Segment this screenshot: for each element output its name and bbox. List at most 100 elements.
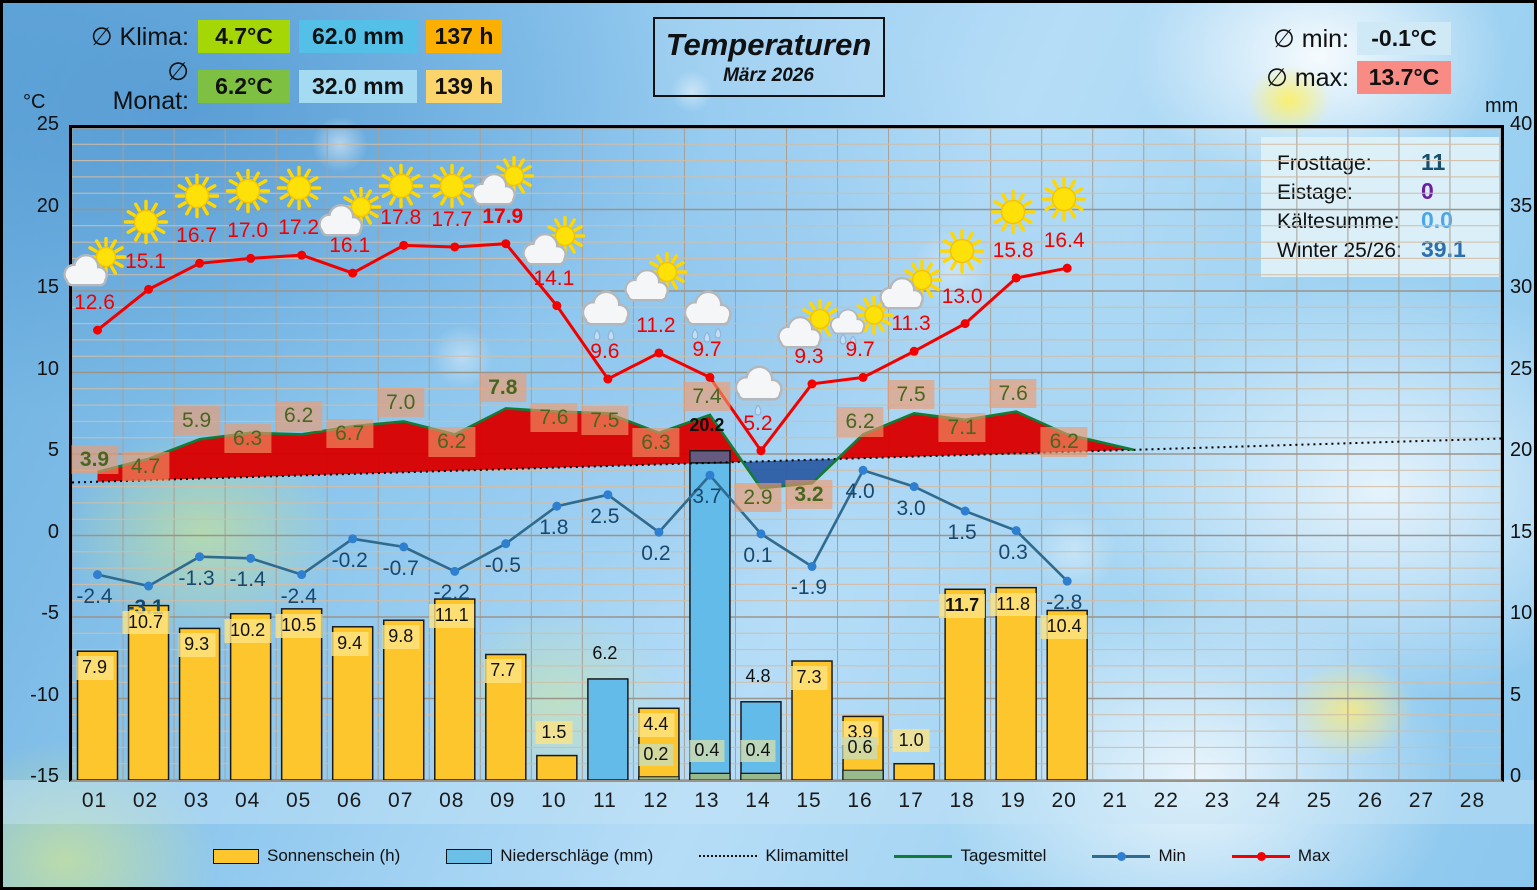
min-point xyxy=(501,539,511,549)
left-axis-unit: °C xyxy=(23,91,46,113)
sunshine-bar-day-01 xyxy=(76,650,119,780)
min-point xyxy=(603,490,613,500)
min-point xyxy=(1011,526,1021,536)
max-point xyxy=(807,379,817,389)
min-point xyxy=(960,506,970,516)
monat-sun-value: 139 h xyxy=(426,70,502,103)
chart-canvas xyxy=(72,128,1501,780)
avg-min-label: ∅ min: xyxy=(1273,24,1349,53)
min-point xyxy=(705,470,715,480)
plot-area xyxy=(69,125,1504,782)
overlap-strip-day-16 xyxy=(842,769,884,780)
min-point xyxy=(297,570,307,580)
min-line-group xyxy=(93,465,1072,591)
max-point xyxy=(297,250,307,260)
sunshine-bar-day-02 xyxy=(127,604,170,780)
max-point xyxy=(756,446,766,456)
max-point xyxy=(450,242,460,252)
min-line xyxy=(97,468,1069,588)
eistage-value: 0 xyxy=(1421,178,1434,204)
info-row-eistage: Eistage: 0 xyxy=(1277,178,1483,207)
right-axis-unit: mm xyxy=(1485,95,1519,117)
max-point xyxy=(858,372,868,382)
page-title: Temperaturen xyxy=(665,27,872,62)
precipitation-swatch-icon xyxy=(446,848,493,864)
min-point xyxy=(909,482,919,492)
legend-item-tagesmittel: Tagesmittel xyxy=(894,846,1046,866)
legend-label: Tagesmittel xyxy=(960,846,1047,865)
left-tick-10: 10 xyxy=(36,357,59,380)
legend-item-min: Min xyxy=(1092,846,1186,866)
klimamittel-line xyxy=(72,437,1501,484)
left-tick--10: -10 xyxy=(30,683,59,706)
sunshine-bar-day-04 xyxy=(229,612,272,780)
sunshine-bar-day-03 xyxy=(178,627,221,780)
minmax-stats: ∅ min: -0.1°C ∅ max: 13.7°C xyxy=(1265,22,1451,94)
max-point xyxy=(1062,263,1072,273)
max-swatch-icon xyxy=(1231,851,1290,861)
max-point xyxy=(705,372,715,382)
min-point xyxy=(450,566,460,576)
klimamittel-swatch-icon xyxy=(699,855,758,857)
max-point xyxy=(195,258,205,268)
min-point xyxy=(1062,576,1072,586)
overlap-strip-day-14 xyxy=(740,772,782,780)
klima-label: ∅ Klima: xyxy=(90,22,189,51)
sunshine-swatch-icon xyxy=(213,848,260,864)
avg-min-row: ∅ min: -0.1°C xyxy=(1265,22,1451,55)
min-point xyxy=(399,542,409,552)
left-tick-5: 5 xyxy=(47,439,59,461)
climate-stats: ∅ Klima: 4.7°C 62.0 mm 137 h ∅ Monat: 6.… xyxy=(87,20,502,116)
sunshine-bar-day-18 xyxy=(944,588,986,780)
max-point xyxy=(603,374,613,384)
avg-max-label: ∅ max: xyxy=(1266,63,1349,92)
right-tick-20: 20 xyxy=(1510,439,1533,461)
legend-item-niederschlaege: Niederschläge (mm) xyxy=(446,846,653,866)
min-point xyxy=(93,570,103,580)
sunshine-bar-day-10 xyxy=(536,754,578,780)
max-point xyxy=(93,325,103,335)
eistage-label: Eistage: xyxy=(1277,181,1353,204)
sunshine-bar-day-09 xyxy=(485,653,527,780)
max-point xyxy=(960,319,970,329)
left-tick--5: -5 xyxy=(41,602,59,624)
precipitation-bar-day-13 xyxy=(689,449,731,780)
min-point xyxy=(807,561,817,571)
avg-max-row: ∅ max: 13.7°C xyxy=(1265,61,1451,94)
max-line-group xyxy=(93,239,1072,456)
sunshine-bar-day-20 xyxy=(1046,609,1088,780)
max-point xyxy=(144,284,154,294)
info-row-kaeltesumme: Kältesumme: 0.0 xyxy=(1277,207,1483,236)
precipitation-bar-overlap-day-13 xyxy=(689,449,731,464)
avg-max-value: 13.7°C xyxy=(1357,61,1451,94)
max-point xyxy=(654,348,664,358)
kaeltesumme-label: Kältesumme: xyxy=(1277,210,1400,233)
info-row-winter: Winter 25/26: 39.1 xyxy=(1277,236,1483,265)
max-point xyxy=(552,301,562,311)
max-point xyxy=(501,239,511,249)
warm-anomaly-fill xyxy=(837,411,1134,459)
max-point xyxy=(348,268,358,278)
min-point xyxy=(348,534,358,544)
left-tick-0: 0 xyxy=(47,520,59,543)
x-axis-band xyxy=(3,780,1534,824)
max-point xyxy=(246,253,256,263)
klima-sun-value: 137 h xyxy=(426,20,502,53)
min-point xyxy=(144,581,154,591)
legend-item-max: Max xyxy=(1231,846,1330,866)
chart-legend: Sonnenschein (h) Niederschläge (mm) Klim… xyxy=(3,846,1534,866)
legend-item-klimamittel: Klimamittel xyxy=(699,846,848,866)
legend-label: Klimamittel xyxy=(765,846,849,865)
klima-temp-value: 4.7°C xyxy=(198,20,290,53)
winter-value: 39.1 xyxy=(1421,236,1466,262)
max-point xyxy=(909,346,919,356)
right-tick-10: 10 xyxy=(1510,602,1533,624)
min-swatch-icon xyxy=(1092,851,1151,861)
sunshine-bar-day-17 xyxy=(893,762,935,780)
overlap-strip-day-12 xyxy=(638,776,680,780)
sunshine-bar-day-07 xyxy=(382,619,425,780)
winter-label: Winter 25/26: xyxy=(1277,239,1402,262)
page-subtitle: März 2026 xyxy=(723,65,814,86)
sunshine-bar-day-06 xyxy=(331,626,374,780)
min-point xyxy=(756,529,766,539)
